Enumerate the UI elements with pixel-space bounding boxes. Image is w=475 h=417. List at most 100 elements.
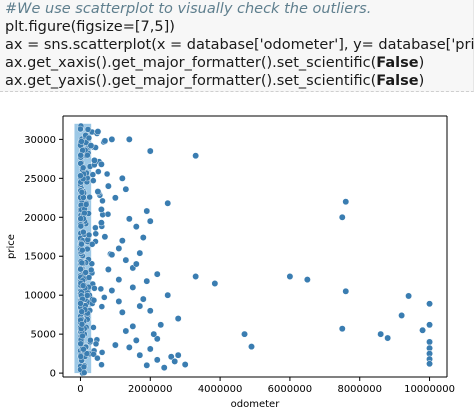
dense-data-point: [98, 349, 106, 356]
dense-data-point: [89, 171, 97, 178]
data-point: [338, 325, 346, 333]
dense-data-point: [92, 224, 99, 232]
dense-data-point: [78, 240, 85, 248]
data-point: [118, 237, 126, 245]
dense-data-point: [92, 340, 100, 348]
dense-data-point: [77, 222, 85, 230]
data-point: [426, 338, 433, 346]
dense-data-point: [83, 350, 91, 357]
data-point: [143, 277, 151, 285]
data-point: [248, 343, 255, 351]
data-point: [167, 353, 175, 361]
x-tick-label: 10000000: [404, 384, 455, 395]
dense-data-point: [97, 285, 105, 293]
data-point: [129, 322, 137, 330]
data-point: [286, 273, 294, 280]
code-cell[interactable]: #We use scatterplot to visually check th…: [0, 0, 475, 92]
data-point: [125, 215, 133, 223]
data-point: [160, 364, 168, 372]
code-line-scatterplot: ax = sns.scatterplot(x = database['odome…: [5, 37, 475, 53]
dense-data-point: [81, 369, 88, 376]
dense-data-point: [98, 361, 105, 368]
code-text: ax.get_yaxis().get_major_formatter().set…: [5, 73, 377, 89]
code-line-xaxis-formatter: ax.get_xaxis().get_major_formatter().set…: [5, 54, 424, 72]
data-point: [115, 244, 123, 252]
dense-data-point: [101, 294, 108, 301]
x-tick-label: 0: [77, 384, 83, 395]
dense-data-point: [95, 168, 102, 175]
data-point: [111, 194, 119, 202]
data-point: [122, 256, 130, 264]
x-tick-label: 2000000: [128, 384, 173, 395]
code-comment: #We use scatterplot to visually check th…: [5, 1, 372, 17]
data-point: [111, 341, 119, 349]
y-tick-label: 5000: [31, 330, 56, 341]
data-point: [153, 270, 161, 278]
data-point: [108, 135, 116, 143]
dense-data-point: [78, 321, 86, 328]
data-point: [143, 207, 151, 215]
dense-data-point: [82, 201, 90, 208]
y-tick-label: 10000: [24, 291, 56, 302]
data-point: [164, 291, 172, 299]
data-point: [192, 152, 200, 160]
data-point: [129, 283, 137, 291]
dense-data-point: [84, 151, 91, 159]
dense-data-point: [80, 346, 87, 353]
data-point: [146, 307, 154, 315]
dense-data-point: [77, 215, 84, 222]
dense-data-point: [86, 193, 93, 201]
data-point: [150, 330, 158, 338]
dense-data-point: [77, 125, 84, 133]
dense-data-point: [81, 209, 88, 217]
dense-data-point: [82, 269, 89, 276]
data-point: [419, 326, 427, 334]
data-point: [108, 287, 116, 294]
data-point: [136, 351, 144, 359]
data-point: [405, 292, 413, 300]
dense-data-point: [85, 134, 93, 142]
dense-data-point: [77, 172, 84, 179]
code-keyword-false: False: [376, 55, 419, 71]
dense-data-point: [98, 303, 106, 310]
data-point: [426, 321, 433, 329]
code-keyword-false: False: [376, 73, 419, 89]
dense-data-point: [87, 337, 94, 344]
y-tick-label: 20000: [24, 213, 56, 224]
dense-data-point: [80, 228, 87, 236]
data-point: [143, 361, 151, 369]
dense-data-point: [88, 266, 95, 274]
y-tick-label: 15000: [24, 252, 56, 263]
dense-data-point: [88, 241, 96, 248]
dense-data-point: [78, 308, 85, 315]
data-point: [118, 174, 126, 182]
dense-data-point: [78, 259, 85, 267]
data-point: [241, 330, 248, 338]
dense-data-point: [103, 170, 111, 178]
dense-data-point: [90, 177, 97, 184]
dense-data-point: [79, 164, 87, 171]
data-point: [174, 315, 182, 323]
dense-data-point: [90, 324, 97, 331]
data-point: [426, 300, 433, 308]
data-point: [192, 273, 200, 280]
data-point: [94, 128, 102, 136]
data-point: [342, 287, 350, 295]
dense-data-point: [104, 211, 112, 218]
y-tick-label: 25000: [24, 174, 56, 185]
y-tick-label: 30000: [24, 135, 56, 146]
data-point: [122, 327, 130, 335]
data-point: [164, 199, 172, 207]
x-tick-label: 4000000: [198, 384, 243, 395]
dense-data-point: [84, 126, 92, 133]
data-point: [87, 142, 95, 150]
dense-data-point: [77, 353, 85, 360]
dense-data-point: [99, 197, 106, 205]
data-point: [338, 213, 346, 221]
dense-data-point: [85, 231, 93, 239]
data-point: [118, 308, 126, 316]
data-point: [171, 357, 179, 365]
code-text: ): [418, 55, 425, 71]
data-point: [125, 135, 133, 143]
dense-data-point: [92, 230, 99, 237]
